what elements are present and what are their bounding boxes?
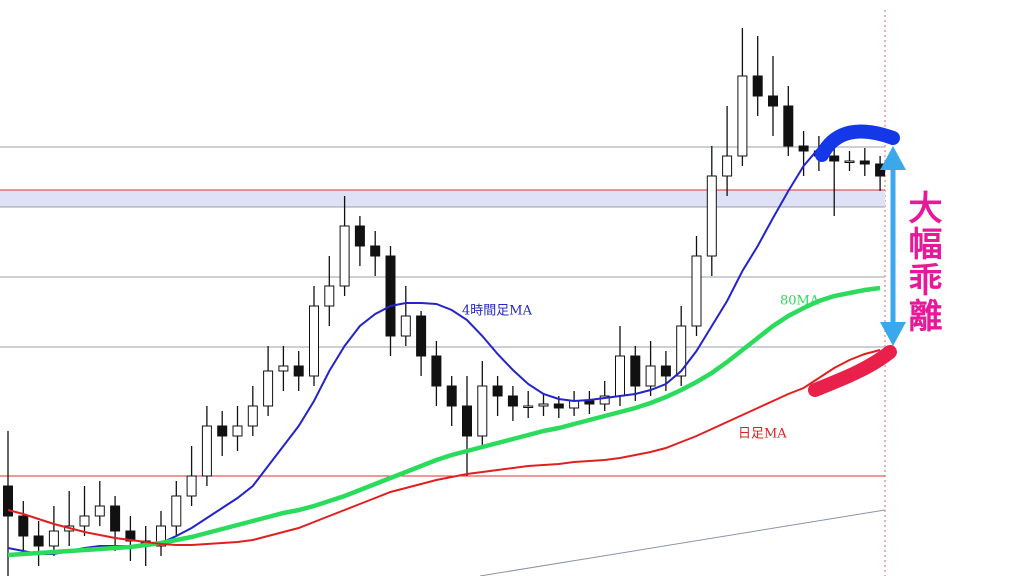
candle-body: [171, 495, 182, 527]
candle-body: [263, 370, 274, 407]
candle-body: [217, 425, 228, 437]
ma-line: [7, 349, 881, 546]
candle-body: [94, 505, 105, 517]
candle-body: [385, 255, 396, 337]
candle-body: [416, 315, 427, 357]
candle-body: [783, 105, 794, 147]
highlight-blue: [815, 124, 900, 162]
candle-body: [309, 305, 319, 377]
candle-body: [844, 160, 855, 163]
candle-body: [477, 385, 488, 437]
candle-body: [691, 255, 702, 327]
candle-body: [370, 245, 381, 257]
candle-body: [553, 403, 564, 409]
candle-body: [156, 525, 166, 547]
highlight-red: [808, 345, 897, 397]
ma-label: 4時間足MA: [462, 304, 533, 319]
candle-body: [584, 400, 595, 405]
candle-body: [798, 145, 809, 152]
candle-body: [615, 355, 625, 397]
candle-body: [400, 315, 411, 337]
candle-body: [446, 385, 457, 407]
candle-body: [523, 405, 534, 408]
gap-arrow: [880, 146, 906, 346]
candles: [3, 28, 886, 576]
levels: [0, 146, 885, 477]
candle-body: [507, 395, 518, 407]
candle-body: [247, 405, 258, 427]
candle-body: [630, 355, 641, 387]
candle-body: [676, 325, 687, 377]
level-band: [0, 190, 885, 207]
annotation: 大幅乖離: [902, 190, 942, 334]
candle-body: [737, 75, 748, 157]
trend-line: [479, 509, 886, 576]
ma-label: 日足MA: [738, 427, 787, 442]
ma-label: 80MA: [780, 294, 820, 309]
candle-body: [293, 365, 304, 377]
candle-body: [431, 355, 442, 387]
candle-body: [859, 160, 870, 165]
candle-body: [462, 405, 472, 437]
candle-body: [48, 530, 59, 547]
candle-body: [599, 395, 610, 405]
candle-body: [110, 505, 121, 532]
ma-line: [7, 285, 881, 558]
candle-body: [752, 75, 763, 97]
candle-body: [538, 403, 549, 407]
candle-body: [33, 535, 44, 547]
moving-averages: 4時間足MA 80MA 日足MA: [7, 135, 881, 558]
candle-body: [492, 385, 503, 397]
candle-body: [339, 225, 350, 287]
candle-body: [18, 515, 29, 537]
candle-body: [660, 365, 671, 377]
candle-body: [186, 475, 197, 497]
candle-body: [324, 285, 335, 307]
candle-body: [354, 225, 365, 247]
candle-body: [278, 365, 289, 372]
candle-body: [79, 515, 90, 527]
candle-body: [232, 425, 243, 437]
candle-body: [201, 425, 212, 477]
candle-body: [768, 95, 778, 107]
candle-body: [569, 400, 580, 409]
candle-body: [722, 155, 733, 177]
candle-body: [3, 485, 13, 517]
candle-body: [706, 175, 717, 257]
candle-body: [645, 365, 656, 387]
candle-body: [829, 155, 840, 162]
